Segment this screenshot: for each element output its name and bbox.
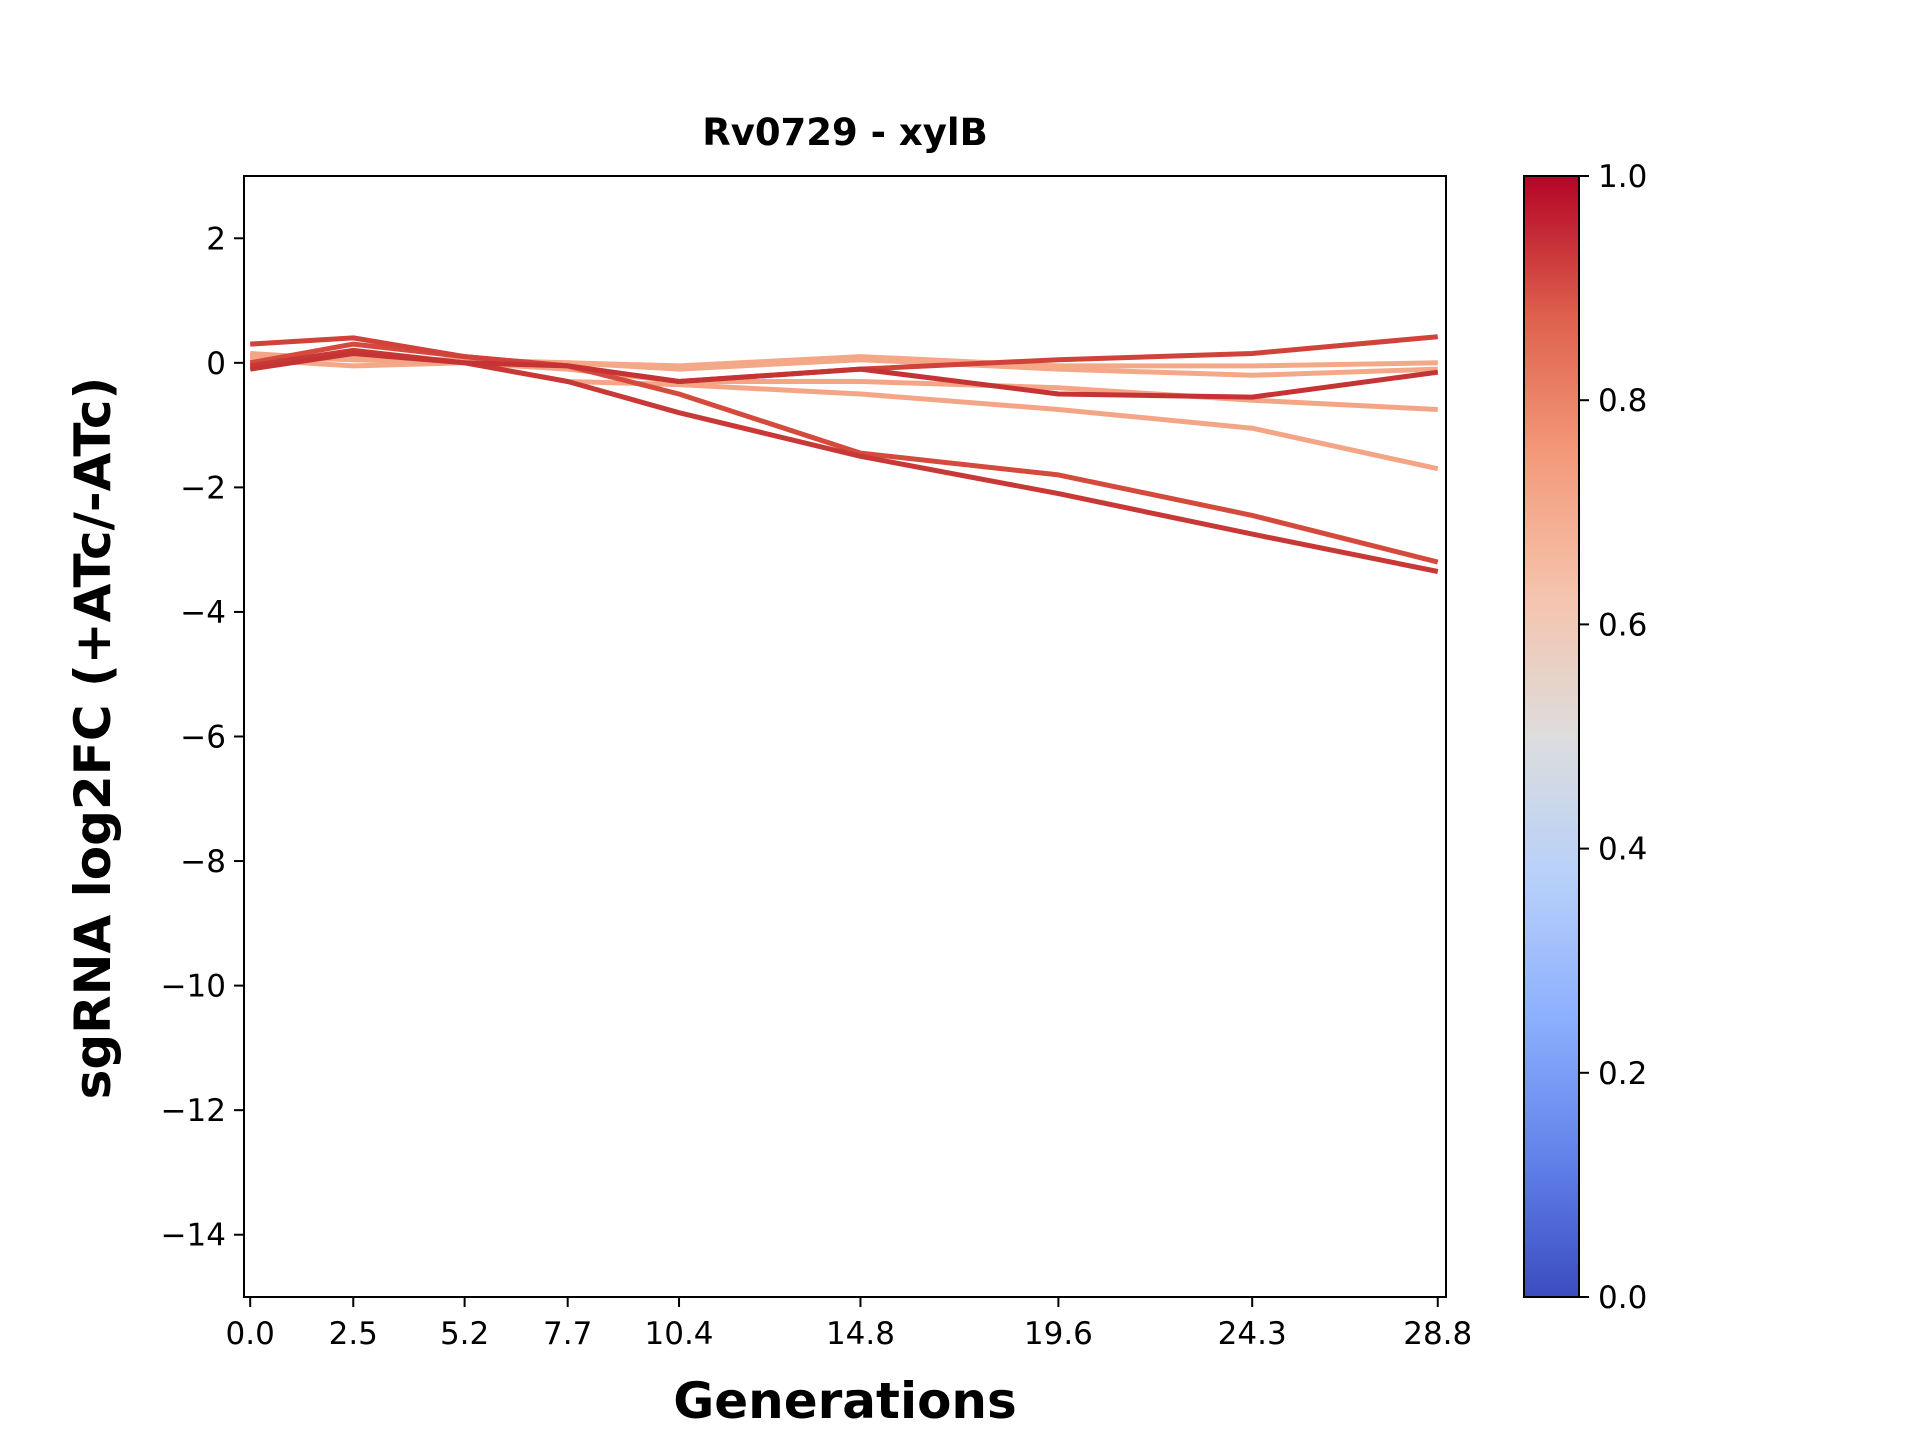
series-line-4 — [249, 341, 1439, 565]
colorbar-tick-label: 0.4 — [1598, 832, 1647, 868]
y-axis: 2 0 −2 −4 −6 −8 −10 −12 −14 — [161, 221, 244, 1254]
colorbar-tick-label: 1.0 — [1598, 159, 1647, 195]
x-tick-label: 10.4 — [645, 1316, 714, 1352]
colorbar-axis: 0.0 0.2 0.4 0.6 0.8 1.0 — [1579, 159, 1647, 1316]
series-line-0 — [250, 357, 1438, 378]
colorbar-tick-label: 0.8 — [1598, 383, 1647, 419]
colorbar-tick-label: 0.2 — [1598, 1056, 1647, 1092]
x-tick-label: 19.6 — [1024, 1316, 1093, 1352]
series-layer — [249, 334, 1439, 574]
x-tick-label: 28.8 — [1403, 1316, 1472, 1352]
colorbar — [1523, 175, 1580, 1298]
colorbar-tick-label: 0.6 — [1598, 607, 1647, 643]
series-line-7 — [249, 351, 1439, 400]
x-axis-label: Generations — [673, 1372, 1017, 1430]
x-axis: 0.0 2.5 5.2 7.7 10.4 14.8 19.6 24.3 28.8 — [226, 1297, 1472, 1352]
colorbar-tick-label: 0.0 — [1598, 1280, 1647, 1316]
y-tick-label: −10 — [161, 969, 226, 1005]
chart-title: Rv0729 - xylB — [702, 111, 988, 154]
y-tick-label: −8 — [180, 844, 226, 880]
x-tick-label: 14.8 — [826, 1316, 895, 1352]
y-tick-label: −14 — [161, 1218, 226, 1254]
y-tick-label: −4 — [180, 595, 226, 631]
series-line-3 — [250, 351, 1439, 472]
y-tick-label: 2 — [206, 221, 226, 257]
x-tick-label: 5.2 — [440, 1316, 489, 1352]
x-tick-label: 7.7 — [543, 1316, 592, 1352]
x-tick-label: 24.3 — [1218, 1316, 1287, 1352]
y-tick-label: 0 — [206, 346, 226, 382]
y-tick-label: −12 — [161, 1093, 226, 1129]
y-tick-label: −6 — [180, 720, 226, 756]
y-axis-label: sgRNA log2FC (+ATc/-ATc) — [64, 377, 122, 1100]
x-tick-label: 2.5 — [329, 1316, 378, 1352]
x-tick-label: 0.0 — [226, 1316, 275, 1352]
y-tick-label: −2 — [180, 470, 226, 506]
plot-frame — [243, 175, 1447, 1298]
